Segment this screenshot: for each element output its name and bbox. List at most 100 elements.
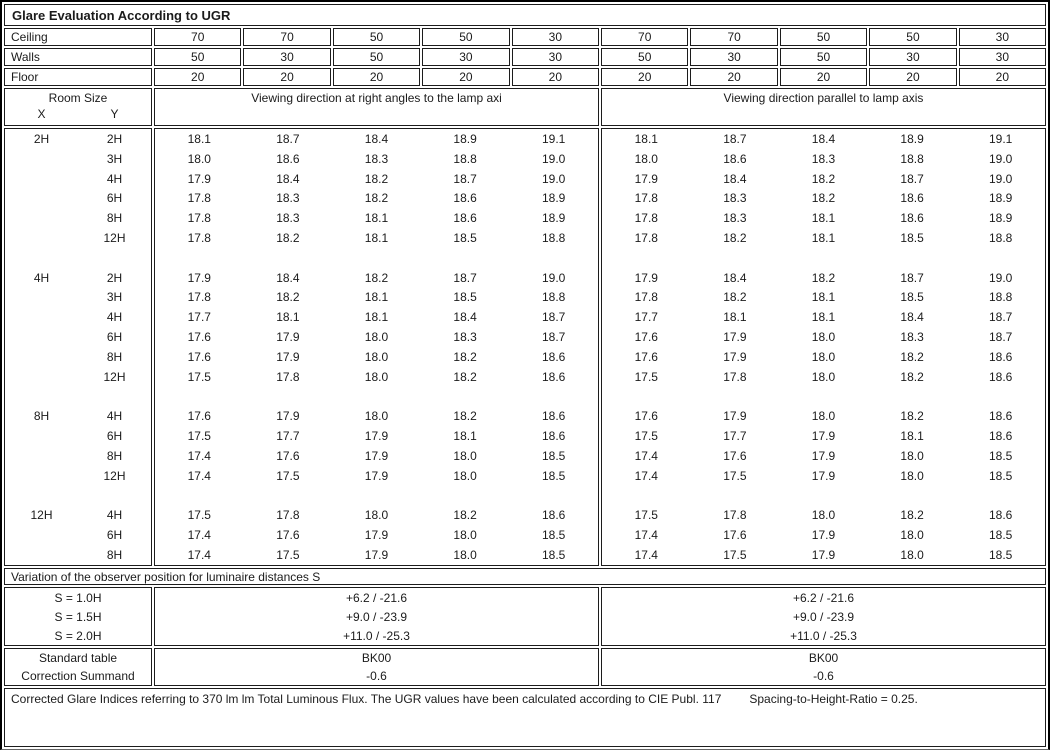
room-size-line [5,248,151,268]
surface-value: 50 [332,48,421,66]
ugr-value-parallel: 18.2 [723,290,747,305]
ugr-value-right-angles: 17.4 [187,448,211,463]
ugr-value-right-angles: 18.4 [453,310,477,325]
ugr-value-right-angles: 18.3 [364,151,389,166]
ugr-value-line: 17.9 18.4 18.2 18.7 19.0 [602,268,1045,288]
ugr-value-right-angles: 18.2 [453,409,477,424]
ugr-value-right-angles: 17.7 [276,429,300,444]
ugr-value-parallel: 17.4 [634,448,658,463]
ugr-value-parallel: 18.5 [900,290,924,305]
ugr-value-right-angles: 18.9 [453,131,477,146]
surface-label: Walls [4,48,152,66]
ugr-value-right-angles [509,486,598,506]
ugr-value-right-angles: 18.6 [453,211,477,226]
room-y-value: 4H [106,508,123,523]
surface-value: 20 [154,68,242,86]
ugr-value-line: 17.8 18.3 18.1 18.6 18.9 [155,208,598,228]
ugr-value-right-angles: 17.6 [276,448,300,463]
ugr-value-parallel: 19.0 [988,270,1013,285]
ugr-value-right-angles: 17.8 [187,191,211,206]
room-size-line: 12H [5,228,151,248]
ugr-value-right-angles: 17.5 [187,429,211,444]
ugr-value-line: 17.4 17.5 17.9 18.0 18.5 [602,466,1045,486]
ugr-value-parallel: 17.7 [723,429,747,444]
room-y-value [78,248,151,268]
surface-value: 70 [243,28,331,46]
s-distance-parallel-value: +6.2 / -21.6 [792,590,855,605]
s-right-angles-cell: +6.2 / -21.6 +9.0 / -23.9 +11.0 / -25.3 [154,587,599,646]
ugr-value-parallel: 18.9 [988,211,1013,226]
surface-value: 50 [869,28,957,46]
room-size-line: 8H [5,347,151,367]
room-x-value [5,288,78,308]
variation-heading-row: Variation of the observer position for l… [4,568,1046,585]
room-y-value: 6H [106,330,123,345]
ugr-value-parallel: 17.4 [634,528,658,543]
standard-parallel-value: -0.6 [813,669,834,683]
ugr-value-right-angles: 18.7 [453,270,477,285]
room-y-value [78,486,151,506]
spacing-height-ratio: Spacing-to-Height-Ratio = 0.25. [749,692,918,706]
ugr-value-right-angles: 19.0 [541,270,566,285]
ugr-value-right-angles [332,387,421,407]
ugr-value-parallel: 18.6 [988,429,1013,444]
room-y-value: 12H [103,369,126,384]
ugr-value-right-angles: 18.5 [541,528,566,543]
surface-value: 30 [243,48,331,66]
ugr-value-right-angles: 18.5 [541,448,566,463]
parallel-header: Viewing direction parallel to lamp axis [601,88,1046,126]
surface-value: 50 [332,28,421,46]
ugr-value-line: 17.6 17.9 18.0 18.2 18.6 [602,347,1045,367]
column-header-row: Room Size X Y Viewing direction at right… [4,88,1046,126]
room-size-line: 3H [5,149,151,169]
room-size-line: 8H [5,446,151,466]
standard-right-angles-value: -0.6 [366,669,387,683]
ugr-value-right-angles: 18.6 [541,369,566,384]
footer-row: Corrected Glare Indices referring to 370… [4,688,1046,747]
room-x-value [5,149,78,169]
ugr-value-right-angles: 18.2 [276,290,300,305]
ugr-value-right-angles: 18.2 [364,191,389,206]
footer-note: Corrected Glare Indices referring to 370… [4,688,1046,747]
room-y-value: 6H [106,429,123,444]
ugr-value-right-angles: 17.4 [187,547,211,562]
ugr-value-parallel [602,486,691,506]
ugr-value-parallel: 18.7 [988,310,1013,325]
room-y-value: 2H [106,131,123,146]
ugr-value-parallel: 18.0 [811,409,836,424]
ugr-value-parallel: 17.8 [634,290,658,305]
ugr-value-parallel: 18.4 [811,131,836,146]
ugr-value-right-angles: 18.2 [453,508,477,523]
ugr-value-parallel: 18.9 [988,191,1013,206]
ugr-value-line: 17.5 17.7 17.9 18.1 18.6 [155,426,598,446]
ugr-value-parallel: 18.2 [900,369,924,384]
room-y-value: 3H [106,151,123,166]
ugr-value-right-angles: 17.8 [276,508,300,523]
ugr-value-parallel: 18.1 [811,211,836,226]
room-size-line: 12H [5,466,151,486]
ugr-value-parallel: 17.9 [723,330,747,345]
floor-row: Floor 20 20 20 20 20 20 20 20 20 20 [4,68,1047,86]
ugr-value-parallel: 18.7 [988,330,1013,345]
ugr-value-right-angles [421,387,510,407]
surface-value: 50 [779,48,868,66]
ugr-value-right-angles [244,248,333,268]
parallel-values-cell: 18.1 18.7 18.4 18.9 19.1 18.0 18.6 18.3 18.8 19.0… [601,128,1046,566]
ugr-value-parallel: 18.3 [723,211,747,226]
ugr-value-right-angles: 18.4 [276,171,300,186]
ugr-value-right-angles: 17.6 [187,349,211,364]
ugr-value-right-angles: 18.0 [453,448,477,463]
room-size-line: 8H [5,545,151,565]
ugr-value-line: 17.9 18.4 18.2 18.7 19.0 [155,169,598,189]
room-x-value [5,347,78,367]
ugr-value-parallel: 17.8 [723,508,747,523]
room-size-line: 6H [5,525,151,545]
room-size-line: 8H [5,208,151,228]
right-angles-values-cell: 18.1 18.7 18.4 18.9 19.1 18.0 18.6 18.3 18.8 19.0… [154,128,599,566]
ugr-value-parallel [868,486,957,506]
ugr-value-parallel: 18.4 [723,270,747,285]
ugr-value-line: 17.5 17.7 17.9 18.1 18.6 [602,426,1045,446]
s-distance-parallel-value: +11.0 / -25.3 [790,628,857,643]
ugr-value-line: 17.8 18.3 18.2 18.6 18.9 [155,188,598,208]
room-x-value [5,486,78,506]
